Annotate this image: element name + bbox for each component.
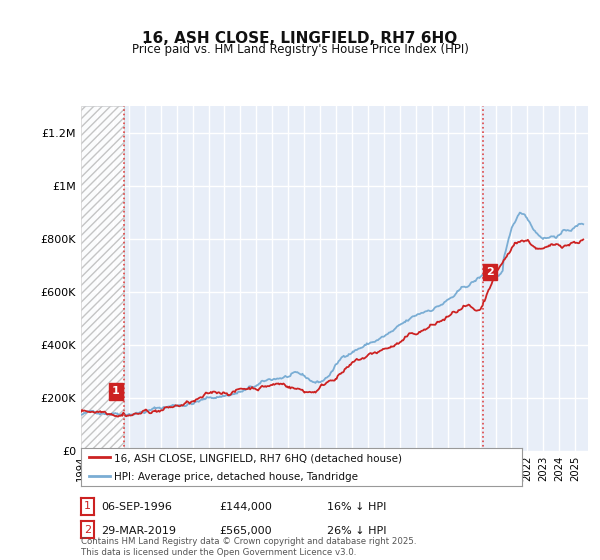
Text: 06-SEP-1996: 06-SEP-1996: [101, 502, 172, 512]
Text: 2: 2: [84, 525, 91, 535]
Text: 26% ↓ HPI: 26% ↓ HPI: [327, 526, 386, 536]
Text: Price paid vs. HM Land Registry's House Price Index (HPI): Price paid vs. HM Land Registry's House …: [131, 43, 469, 56]
Text: 16% ↓ HPI: 16% ↓ HPI: [327, 502, 386, 512]
Text: HPI: Average price, detached house, Tandridge: HPI: Average price, detached house, Tand…: [114, 472, 358, 482]
Text: 16, ASH CLOSE, LINGFIELD, RH7 6HQ (detached house): 16, ASH CLOSE, LINGFIELD, RH7 6HQ (detac…: [114, 453, 402, 463]
Text: 1: 1: [84, 501, 91, 511]
Text: £565,000: £565,000: [219, 526, 272, 536]
Text: 29-MAR-2019: 29-MAR-2019: [101, 526, 176, 536]
Bar: [81, 106, 124, 451]
Text: £144,000: £144,000: [219, 502, 272, 512]
Text: Contains HM Land Registry data © Crown copyright and database right 2025.
This d: Contains HM Land Registry data © Crown c…: [81, 537, 416, 557]
Text: 2: 2: [486, 267, 494, 277]
Text: 1: 1: [112, 386, 119, 396]
Text: 16, ASH CLOSE, LINGFIELD, RH7 6HQ: 16, ASH CLOSE, LINGFIELD, RH7 6HQ: [142, 31, 458, 45]
